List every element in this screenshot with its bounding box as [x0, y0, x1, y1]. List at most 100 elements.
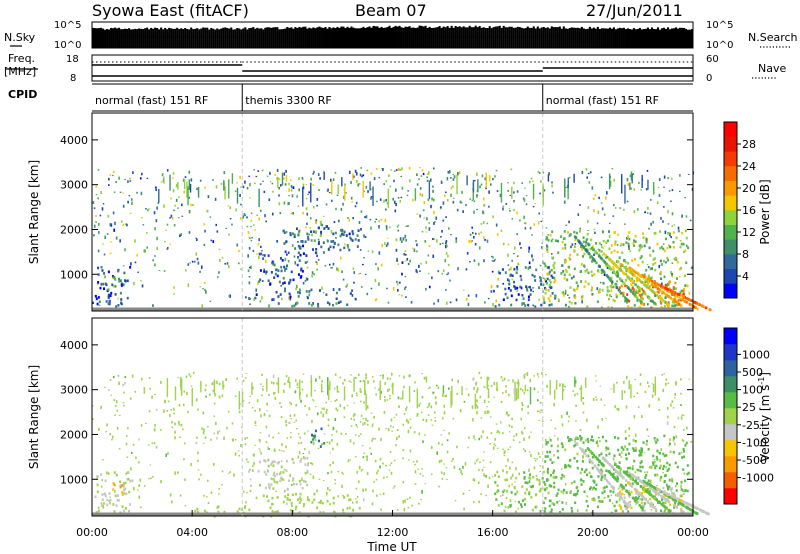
range-gate-echo: [305, 290, 308, 293]
range-gate-echo: [591, 466, 594, 470]
nsky-bar: [612, 27, 615, 48]
range-gate-echo: [634, 433, 637, 437]
range-gate-echo: [546, 277, 549, 281]
range-gate-echo: [692, 305, 696, 309]
range-gate-echo: [513, 253, 515, 255]
range-gate-echo: [386, 242, 389, 246]
nsearch-dot: [580, 36, 583, 38]
range-gate-echo: [314, 438, 317, 441]
range-gate-echo: [516, 289, 518, 293]
range-gate-echo: [108, 492, 111, 495]
nsky-bar: [658, 29, 662, 48]
range-gate-echo: [674, 397, 676, 399]
range-gate-echo: [595, 242, 598, 245]
range-gate-echo: [319, 177, 321, 180]
range-gate-echo: [467, 302, 470, 307]
range-gate-echo: [608, 173, 611, 190]
range-gate-echo: [478, 246, 481, 250]
range-gate-echo: [584, 449, 587, 452]
range-gate-echo: [217, 510, 220, 514]
range-gate-echo: [547, 297, 550, 300]
range-gate-echo: [96, 490, 99, 494]
range-gate-echo: [299, 483, 302, 486]
range-gate-echo: [555, 380, 558, 390]
range-gate-echo: [412, 461, 415, 463]
range-gate-echo: [311, 462, 314, 466]
range-gate-echo: [534, 460, 537, 462]
range-gate-echo: [370, 412, 373, 414]
range-gate-echo: [568, 300, 571, 304]
range-gate-echo: [291, 244, 294, 247]
range-gate-echo: [656, 294, 659, 297]
range-gate-echo: [427, 254, 430, 257]
range-gate-echo: [619, 277, 622, 281]
range-gate-echo: [276, 461, 279, 465]
range-gate-echo: [195, 252, 198, 256]
range-gate-echo: [267, 469, 269, 473]
range-gate-echo: [283, 201, 286, 205]
range-gate-echo: [343, 230, 346, 234]
nsearch-dot: [468, 36, 470, 38]
range-gate-echo: [613, 231, 616, 234]
range-gate-echo: [210, 438, 212, 441]
range-gate-echo: [108, 177, 110, 181]
range-gate-echo: [656, 457, 659, 461]
range-gate-echo: [440, 180, 443, 184]
nsky-bar: [272, 27, 275, 48]
range-gate-echo: [124, 481, 127, 485]
range-gate-echo: [333, 220, 336, 224]
nsky-bar: [448, 27, 451, 48]
range-gate-echo: [483, 399, 486, 404]
range-gate-echo: [274, 474, 277, 478]
range-gate-echo: [609, 489, 612, 493]
range-gate-echo: [290, 432, 292, 434]
range-gate-echo: [468, 436, 470, 439]
range-gate-echo: [305, 276, 308, 279]
range-gate-echo: [538, 286, 541, 289]
range-gate-echo: [648, 404, 651, 408]
range-gate-echo: [114, 221, 116, 226]
range-gate-echo: [452, 417, 455, 420]
range-gate-echo: [177, 377, 179, 379]
range-gate-echo: [290, 270, 293, 274]
range-gate-echo: [192, 371, 195, 374]
range-gate-echo: [671, 274, 674, 278]
range-gate-echo: [603, 273, 606, 276]
range-gate-echo: [573, 456, 576, 460]
range-gate-echo: [286, 264, 289, 268]
range-gate-echo: [275, 490, 277, 492]
range-gate-echo: [156, 236, 158, 241]
range-gate-echo: [696, 307, 699, 311]
range-gate-echo: [662, 467, 665, 471]
range-gate-echo: [351, 230, 354, 233]
range-gate-echo: [387, 389, 389, 393]
range-gate-echo: [515, 467, 517, 471]
range-gate-echo: [586, 219, 589, 224]
range-gate-echo: [470, 239, 472, 243]
range-gate-echo: [669, 438, 671, 442]
range-gate-echo: [335, 291, 338, 295]
range-gate-echo: [119, 291, 122, 295]
range-gate-echo: [525, 287, 528, 291]
range-gate-echo: [265, 425, 268, 429]
range-gate-echo: [539, 411, 542, 414]
range-gate-echo: [670, 289, 674, 293]
range-gate-echo: [404, 499, 406, 503]
range-gate-echo: [550, 510, 553, 513]
range-gate-echo: [331, 266, 333, 269]
range-gate-echo: [236, 182, 238, 184]
range-gate-echo: [675, 258, 678, 261]
range-gate-echo: [306, 232, 309, 236]
range-gate-echo: [480, 435, 483, 439]
nsky-bar: [624, 29, 627, 48]
range-gate-echo: [96, 483, 99, 487]
range-gate-echo: [646, 381, 649, 385]
range-gate-echo: [639, 382, 642, 386]
range-gate-echo: [270, 381, 273, 384]
range-gate-echo: [366, 458, 368, 461]
range-gate-echo: [504, 505, 507, 509]
range-gate-echo: [248, 470, 250, 473]
range-gate-echo: [588, 181, 591, 184]
range-gate-echo: [514, 481, 516, 483]
